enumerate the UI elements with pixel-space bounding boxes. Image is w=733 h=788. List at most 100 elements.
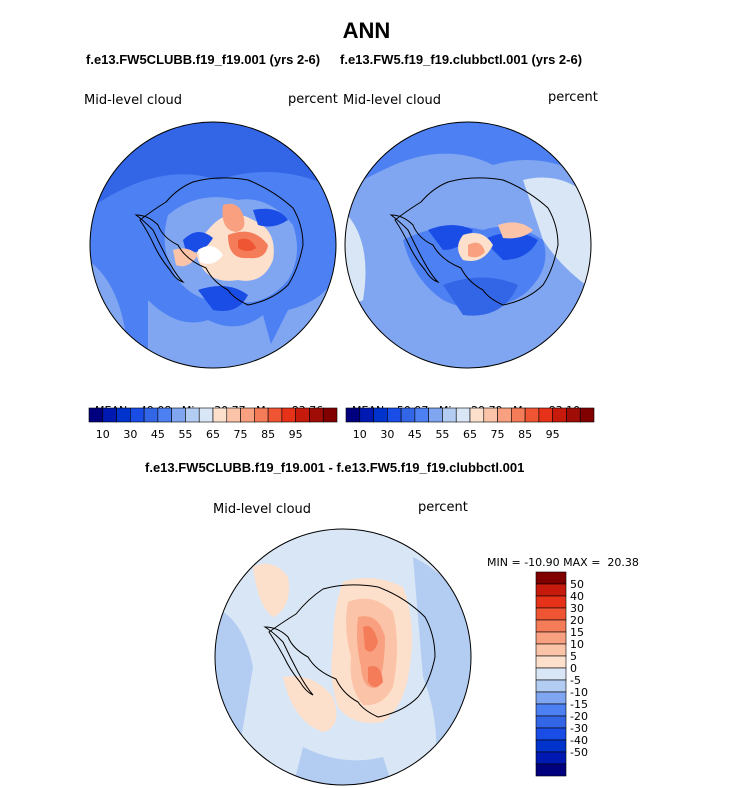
colorbar-tick-label: 95 bbox=[546, 428, 560, 441]
diff-panel-stats: MIN = -10.90 MAX = 20.38 bbox=[487, 556, 639, 569]
colorbar-tick-label: -10 bbox=[570, 686, 588, 699]
colorbar-swatch bbox=[535, 691, 567, 705]
colorbar-tick-label: -15 bbox=[570, 698, 588, 711]
colorbar-swatch bbox=[322, 407, 338, 423]
colorbar-swatch bbox=[535, 631, 567, 645]
colorbar-swatch bbox=[359, 407, 374, 423]
colorbar-tick-label: 65 bbox=[206, 428, 220, 441]
colorbar-swatch bbox=[116, 407, 131, 423]
colorbar-tick-label: 85 bbox=[261, 428, 275, 441]
colorbar-swatch bbox=[535, 595, 567, 609]
colorbar-swatch bbox=[345, 407, 361, 423]
map-boundary bbox=[89, 121, 337, 369]
colorbar-swatch bbox=[400, 407, 416, 423]
colorbar-tick-label: 30 bbox=[123, 428, 137, 441]
figure-title: ANN bbox=[342, 18, 391, 43]
antarctica-coastline bbox=[263, 584, 436, 718]
colorbar-swatch bbox=[240, 407, 255, 423]
colorbar-tick-label: 95 bbox=[289, 428, 303, 441]
colorbar-swatch bbox=[254, 407, 269, 423]
colorbar-swatch bbox=[566, 407, 581, 423]
colorbar-tick-label: 85 bbox=[518, 428, 532, 441]
right-map bbox=[344, 121, 592, 369]
colorbar-tick-label: -30 bbox=[570, 722, 588, 735]
colorbar-swatch bbox=[535, 607, 567, 621]
colorbar-tick-label: 45 bbox=[151, 428, 165, 441]
colorbar-swatch bbox=[535, 655, 567, 669]
colorbar-swatch bbox=[535, 667, 567, 681]
antarctica-coastline bbox=[389, 177, 559, 306]
difference-subtitle: f.e13.FW5CLUBB.f19_f19.001 - f.e13.FW5.f… bbox=[145, 460, 525, 475]
colorbar-tick-label: 10 bbox=[96, 428, 110, 441]
colorbar-swatch bbox=[535, 679, 567, 693]
colorbar-tick-label: 55 bbox=[435, 428, 449, 441]
right-panel-units: percent bbox=[548, 90, 598, 105]
colorbar-swatch bbox=[212, 407, 228, 423]
colorbar-swatch bbox=[469, 407, 485, 423]
colorbar-swatch bbox=[185, 407, 200, 423]
colorbar-swatch bbox=[309, 407, 324, 423]
colorbar-swatch bbox=[373, 407, 388, 423]
diff-panel-units: percent bbox=[418, 500, 468, 515]
colorbar-swatch bbox=[102, 407, 117, 423]
colorbar-swatch bbox=[226, 407, 241, 423]
colorbar-swatch bbox=[535, 703, 567, 717]
left-panel-variable: Mid-level cloud bbox=[84, 93, 183, 108]
left-panel-units: percent bbox=[288, 92, 338, 107]
colorbar-swatch bbox=[535, 715, 567, 729]
colorbar-swatch bbox=[497, 407, 512, 423]
colorbar-tick-label: 5 bbox=[570, 650, 577, 663]
colorbar-tick-label: 0 bbox=[570, 662, 577, 675]
colorbar-swatch bbox=[130, 407, 145, 423]
colorbar-swatch bbox=[535, 643, 567, 657]
colorbar-tick-label: 55 bbox=[178, 428, 192, 441]
left-colorbar: 10 30 45 55 65 75 85 95 bbox=[88, 407, 338, 441]
colorbar-tick-label: 75 bbox=[234, 428, 248, 441]
colorbar-tick-label: 75 bbox=[491, 428, 505, 441]
colorbar-swatch bbox=[535, 763, 567, 777]
colorbar-swatch bbox=[414, 407, 429, 423]
colorbar-swatch bbox=[171, 407, 186, 423]
colorbar-tick-label: 30 bbox=[570, 602, 584, 615]
colorbar-swatch bbox=[535, 619, 567, 633]
colorbar-swatch bbox=[579, 407, 595, 423]
colorbar-swatch bbox=[535, 571, 567, 585]
colorbar-swatch bbox=[538, 407, 553, 423]
diff-panel-variable: Mid-level cloud bbox=[213, 502, 312, 517]
left-panel-subtitle: f.e13.FW5CLUBB.f19_f19.001 (yrs 2-6) bbox=[86, 52, 321, 67]
difference-map bbox=[214, 528, 472, 786]
colorbar-swatch bbox=[295, 407, 310, 423]
colorbar-tick-label: 30 bbox=[380, 428, 394, 441]
colorbar-swatch bbox=[483, 407, 498, 423]
right-panel-subtitle: f.e13.FW5.f19_f19.clubbctl.001 (yrs 2-6) bbox=[340, 52, 583, 67]
colorbar-swatch bbox=[267, 407, 283, 423]
colorbar-tick-label: 45 bbox=[408, 428, 422, 441]
colorbar-tick-label: -40 bbox=[570, 734, 588, 747]
colorbar-swatch bbox=[88, 407, 104, 423]
colorbar-swatch bbox=[157, 407, 172, 423]
colorbar-swatch bbox=[552, 407, 567, 423]
colorbar-swatch bbox=[535, 583, 567, 597]
right-colorbar: 10 30 45 55 65 75 85 95 bbox=[345, 407, 595, 441]
colorbar-tick-label: 10 bbox=[353, 428, 367, 441]
colorbar-tick-label: 15 bbox=[570, 626, 584, 639]
colorbar-tick-label: 20 bbox=[570, 614, 584, 627]
colorbar-tick-label: -50 bbox=[570, 746, 588, 759]
colorbar-swatch bbox=[535, 727, 567, 741]
colorbar-swatch bbox=[455, 407, 471, 423]
colorbar-swatch bbox=[143, 407, 159, 423]
right-panel-variable: Mid-level cloud bbox=[343, 93, 442, 108]
colorbar-swatch bbox=[511, 407, 526, 423]
colorbar-swatch bbox=[442, 407, 457, 423]
colorbar-tick-label: -5 bbox=[570, 674, 581, 687]
colorbar-swatch bbox=[428, 407, 443, 423]
colorbar-swatch bbox=[535, 751, 567, 765]
colorbar-swatch bbox=[281, 407, 296, 423]
colorbar-swatch bbox=[387, 407, 402, 423]
colorbar-swatch bbox=[524, 407, 540, 423]
colorbar-swatch bbox=[198, 407, 214, 423]
colorbar-tick-label: 50 bbox=[570, 578, 584, 591]
left-map bbox=[89, 121, 337, 369]
antarctica-coastline bbox=[134, 177, 304, 306]
